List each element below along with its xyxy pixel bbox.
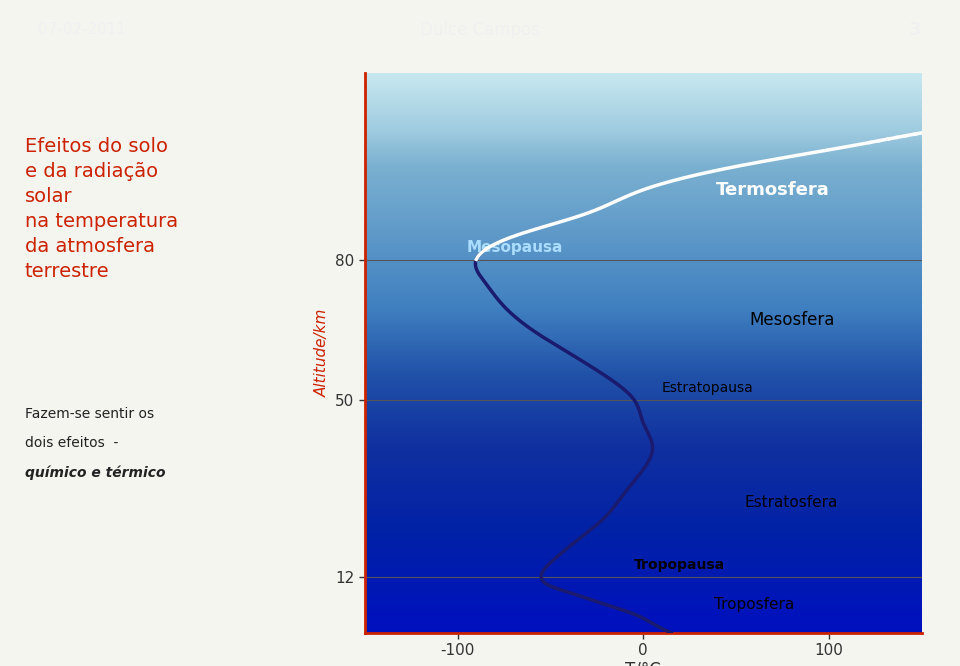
Text: 07-02-2011: 07-02-2011 bbox=[38, 23, 127, 37]
Text: Termosfera: Termosfera bbox=[716, 180, 830, 199]
Text: Dulce Campos: Dulce Campos bbox=[420, 21, 540, 39]
Y-axis label: Altitude/km: Altitude/km bbox=[315, 309, 329, 397]
Text: 3: 3 bbox=[909, 21, 922, 39]
Text: químico e térmico: químico e térmico bbox=[25, 465, 165, 480]
X-axis label: T/°C: T/°C bbox=[625, 661, 661, 666]
Text: Tropopausa: Tropopausa bbox=[634, 558, 725, 572]
Text: Mesopausa: Mesopausa bbox=[467, 240, 564, 255]
Text: Fazem-se sentir os: Fazem-se sentir os bbox=[25, 406, 155, 420]
Text: Efeitos do solo
e da radiação
solar
na temperatura
da atmosfera
terrestre: Efeitos do solo e da radiação solar na t… bbox=[25, 137, 179, 281]
Text: Troposfera: Troposfera bbox=[714, 597, 795, 612]
Text: Mesosfera: Mesosfera bbox=[749, 311, 834, 330]
Text: Estratosfera: Estratosfera bbox=[745, 495, 838, 509]
Text: Estratopausa: Estratopausa bbox=[661, 381, 754, 395]
Text: dois efeitos  -: dois efeitos - bbox=[25, 436, 118, 450]
